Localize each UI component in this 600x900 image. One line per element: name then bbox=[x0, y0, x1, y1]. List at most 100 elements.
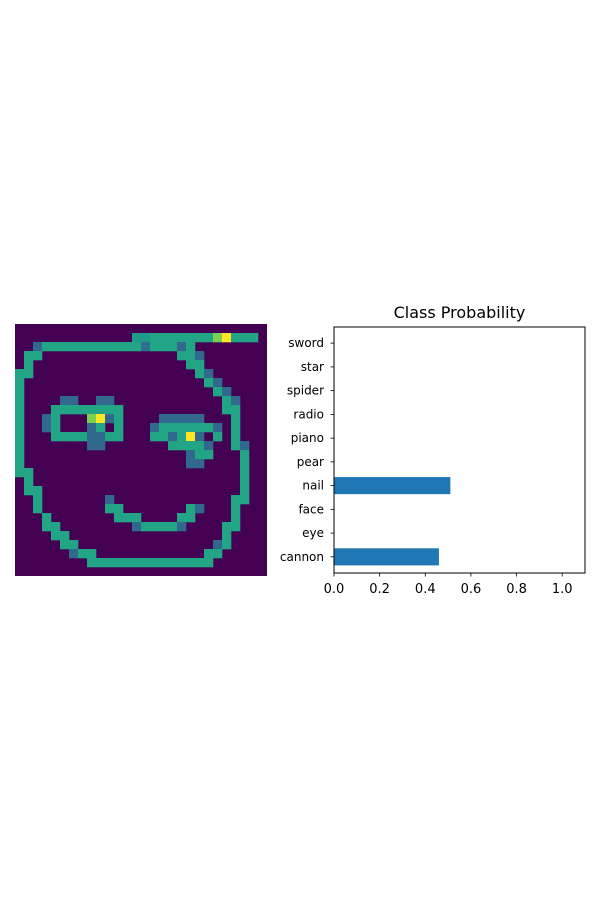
heatmap-cell bbox=[240, 495, 250, 505]
heatmap-cell bbox=[105, 495, 115, 505]
heatmap-cell bbox=[33, 504, 43, 514]
heatmap-cell bbox=[186, 459, 196, 469]
heatmap-cell bbox=[51, 405, 61, 415]
heatmap-cell bbox=[159, 432, 169, 442]
heatmap-cell bbox=[195, 351, 205, 361]
heatmap-cell bbox=[231, 495, 241, 505]
heatmap-cell bbox=[150, 423, 160, 433]
heatmap-cell bbox=[159, 333, 169, 343]
heatmap-cell bbox=[213, 378, 223, 388]
y-tick-label: sword bbox=[288, 336, 324, 350]
heatmap-cell bbox=[231, 396, 241, 406]
heatmap-cell bbox=[168, 333, 178, 343]
heatmap-cell bbox=[177, 351, 187, 361]
heatmap-cell bbox=[42, 342, 52, 352]
heatmap-cell bbox=[168, 342, 178, 352]
heatmap-cell bbox=[186, 513, 196, 523]
heatmap-cell bbox=[141, 522, 151, 532]
heatmap-cell bbox=[186, 360, 196, 370]
heatmap-cell bbox=[141, 333, 151, 343]
y-tick-label: spider bbox=[287, 384, 324, 398]
heatmap-cell bbox=[42, 414, 52, 424]
heatmap-cell bbox=[51, 522, 61, 532]
heatmap-cell bbox=[78, 432, 88, 442]
heatmap-cell bbox=[60, 432, 70, 442]
heatmap-cell bbox=[60, 531, 70, 541]
heatmap-cell bbox=[204, 378, 214, 388]
heatmap-cell bbox=[33, 342, 43, 352]
heatmap-cell bbox=[96, 414, 106, 424]
y-tick-label: face bbox=[298, 502, 324, 516]
heatmap-cell bbox=[231, 405, 241, 415]
heatmap-cell bbox=[195, 423, 205, 433]
heatmap-cell bbox=[231, 504, 241, 514]
heatmap-cell bbox=[123, 558, 133, 568]
heatmap-cell bbox=[24, 477, 34, 487]
heatmap-cell bbox=[69, 342, 79, 352]
heatmap-cell bbox=[195, 414, 205, 424]
heatmap-cell bbox=[51, 432, 61, 442]
heatmap-cell bbox=[186, 351, 196, 361]
heatmap-cell bbox=[186, 450, 196, 460]
heatmap-cell bbox=[69, 432, 79, 442]
heatmap-cell bbox=[24, 351, 34, 361]
heatmap-cell bbox=[168, 558, 178, 568]
heatmap-cell bbox=[15, 441, 25, 451]
heatmap-cell bbox=[51, 414, 61, 424]
heatmap-cell bbox=[96, 396, 106, 406]
plot-frame bbox=[333, 326, 586, 574]
heatmap-cell bbox=[231, 522, 241, 532]
heatmap-cell bbox=[168, 441, 178, 451]
heatmap-cell bbox=[96, 342, 106, 352]
heatmap-cell bbox=[78, 549, 88, 559]
heatmap-cell bbox=[159, 414, 169, 424]
probability-bar-chart: Class Probability cannon eye face nail pear p… bbox=[280, 303, 586, 597]
heatmap-cell bbox=[204, 333, 214, 343]
heatmap-cell bbox=[114, 504, 124, 514]
heatmap-cell bbox=[222, 531, 232, 541]
heatmap-cell bbox=[87, 432, 97, 442]
heatmap-cell bbox=[240, 468, 250, 478]
heatmap-cell bbox=[105, 504, 115, 514]
heatmap-cell bbox=[114, 423, 124, 433]
heatmap-cell bbox=[186, 432, 196, 442]
heatmap-cell bbox=[105, 558, 115, 568]
heatmap-cell bbox=[195, 441, 205, 451]
x-tick-label: 0.2 bbox=[369, 582, 390, 597]
y-axis-ticks: cannon eye face nail pear piano radio spider sta… bbox=[280, 336, 334, 564]
x-tick-label: 0.8 bbox=[506, 582, 527, 597]
heatmap-cell bbox=[204, 450, 214, 460]
bar-nail bbox=[334, 477, 451, 495]
heatmap-cell bbox=[177, 432, 187, 442]
heatmap-cell bbox=[123, 342, 133, 352]
heatmap-cell bbox=[222, 333, 232, 343]
heatmap-cell bbox=[177, 342, 187, 352]
heatmap-cell bbox=[213, 333, 223, 343]
heatmap-cell bbox=[60, 405, 70, 415]
heatmap-cell bbox=[132, 558, 142, 568]
x-axis-ticks: 0.0 0.2 0.4 0.6 0.8 1.0 bbox=[324, 573, 573, 597]
heatmap-cell bbox=[87, 441, 97, 451]
heatmap-cell bbox=[213, 549, 223, 559]
heatmap-cell bbox=[132, 342, 142, 352]
heatmap-cell bbox=[78, 342, 88, 352]
heatmap-cell bbox=[213, 540, 223, 550]
heatmap-cell bbox=[195, 432, 205, 442]
x-tick-label: 1.0 bbox=[552, 582, 573, 597]
heatmap-cell bbox=[87, 549, 97, 559]
heatmap-cell bbox=[240, 333, 250, 343]
heatmap-cell bbox=[87, 405, 97, 415]
heatmap-cell bbox=[168, 432, 178, 442]
heatmap-cell bbox=[69, 396, 79, 406]
heatmap-cell bbox=[150, 558, 160, 568]
heatmap-cell bbox=[15, 387, 25, 397]
heatmap-cell bbox=[186, 423, 196, 433]
y-tick-label: star bbox=[301, 360, 324, 374]
heatmap-cell bbox=[195, 504, 205, 514]
y-tick-label: eye bbox=[302, 526, 324, 540]
heatmap-cell bbox=[168, 522, 178, 532]
heatmap-cell bbox=[240, 459, 250, 469]
heatmap-cell bbox=[222, 540, 232, 550]
heatmap-cell bbox=[15, 369, 25, 379]
heatmap-cell bbox=[78, 405, 88, 415]
